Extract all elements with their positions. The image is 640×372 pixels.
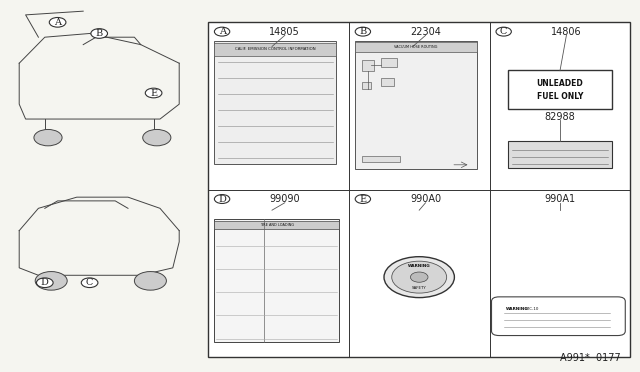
Circle shape: [36, 278, 53, 288]
Circle shape: [34, 129, 62, 146]
FancyBboxPatch shape: [508, 141, 612, 168]
Bar: [208, 22, 630, 357]
Circle shape: [214, 195, 230, 203]
FancyBboxPatch shape: [362, 156, 400, 162]
Text: C: C: [500, 27, 508, 36]
Text: A: A: [54, 18, 61, 27]
Text: TIRE AND LOADING: TIRE AND LOADING: [260, 223, 294, 227]
Text: UNLEADED: UNLEADED: [536, 79, 584, 88]
FancyBboxPatch shape: [362, 60, 374, 71]
Circle shape: [355, 195, 371, 203]
Text: 990A0: 990A0: [410, 194, 441, 204]
Circle shape: [49, 17, 66, 27]
Text: SAFETY: SAFETY: [412, 286, 427, 291]
Circle shape: [410, 272, 428, 282]
Text: WARNING: WARNING: [408, 264, 431, 268]
Circle shape: [355, 27, 371, 36]
FancyBboxPatch shape: [214, 219, 339, 342]
Text: B: B: [359, 27, 367, 36]
Text: FUEL ONLY: FUEL ONLY: [537, 92, 583, 101]
FancyBboxPatch shape: [492, 297, 625, 336]
FancyBboxPatch shape: [214, 41, 336, 164]
Text: 14805: 14805: [269, 27, 300, 36]
Circle shape: [384, 257, 454, 298]
FancyBboxPatch shape: [381, 58, 397, 67]
Text: D: D: [41, 278, 49, 287]
Text: D: D: [218, 195, 226, 203]
FancyBboxPatch shape: [214, 221, 339, 229]
Circle shape: [214, 27, 230, 36]
Text: 14806: 14806: [551, 27, 582, 36]
Text: C: C: [86, 278, 93, 287]
FancyBboxPatch shape: [214, 43, 336, 56]
Text: E: E: [359, 195, 367, 203]
Circle shape: [81, 278, 98, 288]
Text: WARNING: WARNING: [506, 307, 528, 311]
Circle shape: [145, 88, 162, 98]
Text: B: B: [95, 29, 103, 38]
Text: 990A1: 990A1: [545, 194, 575, 204]
FancyBboxPatch shape: [381, 78, 394, 86]
FancyBboxPatch shape: [355, 42, 477, 52]
Circle shape: [35, 272, 67, 290]
Text: A991*  0177: A991* 0177: [560, 353, 621, 363]
Text: 82988: 82988: [545, 112, 575, 122]
Text: E: E: [150, 89, 157, 97]
Text: OTC-10: OTC-10: [525, 307, 539, 311]
Text: VACUUM HOSE ROUTING: VACUUM HOSE ROUTING: [394, 45, 438, 49]
Circle shape: [496, 27, 511, 36]
Circle shape: [392, 261, 447, 293]
Circle shape: [143, 129, 171, 146]
FancyBboxPatch shape: [508, 70, 612, 109]
Circle shape: [91, 29, 108, 38]
FancyBboxPatch shape: [362, 82, 371, 89]
FancyBboxPatch shape: [355, 41, 477, 169]
Text: 22304: 22304: [410, 27, 441, 36]
Text: CALIF. EMISSION CONTROL INFORMATION: CALIF. EMISSION CONTROL INFORMATION: [235, 47, 316, 51]
Circle shape: [134, 272, 166, 290]
Text: A: A: [219, 27, 225, 36]
Text: 99090: 99090: [269, 194, 300, 204]
